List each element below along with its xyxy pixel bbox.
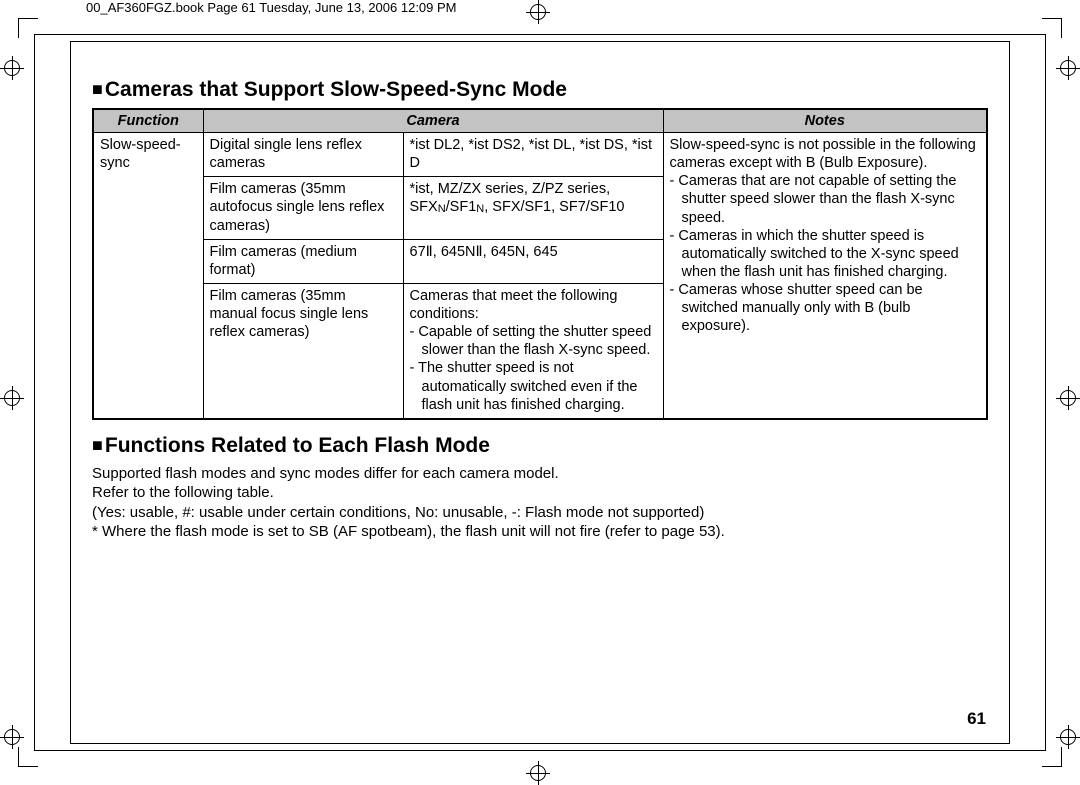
function-cell: Slow-speed-sync <box>93 133 203 419</box>
notes-list: Cameras that are not capable of setting … <box>670 172 981 335</box>
camera-type: Digital single lens reflex cameras <box>203 133 403 177</box>
list-item: Cameras whose shutter speed can be switc… <box>670 281 981 335</box>
models-list: Capable of setting the shutter speed slo… <box>410 323 657 414</box>
square-bullet-icon: ■ <box>92 79 103 99</box>
list-item: Capable of setting the shutter speed slo… <box>410 323 657 359</box>
compat-table: Function Camera Notes Slow-speed-sync Di… <box>92 108 988 420</box>
section2-heading: ■Functions Related to Each Flash Mode <box>92 434 988 458</box>
table-row: Slow-speed-sync Digital single lens refl… <box>93 133 987 177</box>
page-number: 61 <box>967 709 986 729</box>
models-intro: Cameras that meet the following conditio… <box>410 288 618 322</box>
col-camera: Camera <box>203 109 663 133</box>
list-item: Cameras that are not capable of setting … <box>670 172 981 226</box>
page-content: ■Cameras that Support Slow-Speed-Sync Mo… <box>92 78 988 542</box>
body-line: Refer to the following table. <box>92 483 988 503</box>
camera-models: *ist DL2, *ist DS2, *ist DL, *ist DS, *i… <box>403 133 663 177</box>
notes-intro: Slow-speed-sync is not possible in the f… <box>670 137 976 171</box>
col-notes: Notes <box>663 109 987 133</box>
list-item: Cameras in which the shutter speed is au… <box>670 227 981 281</box>
section2-body: Supported flash modes and sync modes dif… <box>92 464 988 542</box>
camera-type: Film cameras (35mm manual focus single l… <box>203 283 403 418</box>
table-header-row: Function Camera Notes <box>93 109 987 133</box>
camera-models: *ist, MZ/ZX series, Z/PZ series, SFXN/SF… <box>403 177 663 239</box>
page-header-stamp: 00_AF360FGZ.book Page 61 Tuesday, June 1… <box>80 0 463 15</box>
body-line: Supported flash modes and sync modes dif… <box>92 464 988 484</box>
camera-models: Cameras that meet the following conditio… <box>403 283 663 418</box>
section2-title: Functions Related to Each Flash Mode <box>105 434 490 457</box>
col-function: Function <box>93 109 203 133</box>
camera-models: 67Ⅱ, 645NⅡ, 645N, 645 <box>403 239 663 283</box>
list-item: The shutter speed is not automatically s… <box>410 359 657 413</box>
body-line: * Where the flash mode is set to SB (AF … <box>92 522 988 542</box>
square-bullet-icon: ■ <box>92 435 103 455</box>
camera-type: Film cameras (medium format) <box>203 239 403 283</box>
section1-title: Cameras that Support Slow-Speed-Sync Mod… <box>105 78 567 101</box>
notes-cell: Slow-speed-sync is not possible in the f… <box>663 133 987 419</box>
body-line: (Yes: usable, #: usable under certain co… <box>92 503 988 523</box>
camera-type: Film cameras (35mm autofocus single lens… <box>203 177 403 239</box>
section1-heading: ■Cameras that Support Slow-Speed-Sync Mo… <box>92 78 988 102</box>
